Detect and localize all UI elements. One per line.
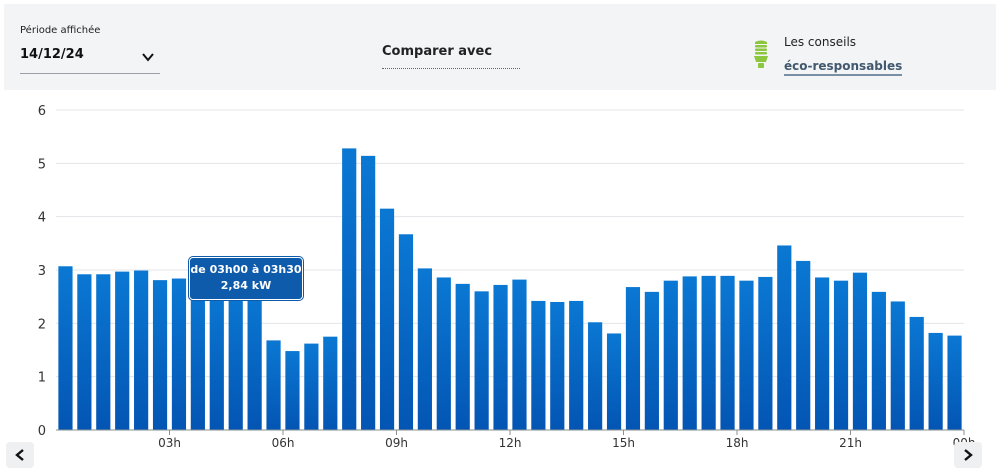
bar: [115, 271, 130, 430]
bar: [398, 234, 414, 430]
bar: [58, 266, 73, 430]
compare-label: Comparer avec: [382, 44, 493, 59]
bar: [379, 208, 395, 430]
period-select[interactable]: 14/12/24: [20, 42, 160, 74]
bar: [644, 291, 659, 430]
x-tick-label: 15h: [612, 436, 635, 448]
compare-underline: [382, 68, 520, 69]
bar: [890, 301, 905, 430]
next-button[interactable]: [954, 442, 982, 468]
bar: [247, 291, 262, 430]
period-value: 14/12/24: [20, 47, 84, 62]
bar: [720, 275, 735, 430]
bar: [777, 245, 792, 430]
bar-tooltip: de 03h00 à 03h30 2,84 kW: [189, 257, 303, 300]
bar: [266, 340, 281, 430]
bar: [852, 272, 868, 430]
bar: [550, 302, 565, 430]
bar: [701, 275, 716, 430]
period-label: Période affichée: [20, 25, 101, 36]
x-tick-label: 03h: [158, 436, 181, 448]
bar: [928, 332, 943, 430]
y-tick-label: 5: [38, 157, 46, 172]
y-tick-label: 3: [38, 264, 46, 279]
bar: [455, 283, 470, 430]
bar: [474, 291, 489, 430]
tooltip-range: de 03h00 à 03h30: [190, 263, 302, 276]
bar: [512, 279, 527, 430]
x-tick-label: 21h: [839, 436, 862, 448]
bar: [909, 316, 924, 430]
chevron-right-icon: [964, 449, 973, 461]
bar: [796, 260, 811, 430]
bar: [531, 300, 546, 430]
chevron-down-icon: [142, 53, 154, 62]
x-tick-label: 12h: [499, 436, 522, 448]
lightbulb-icon: [754, 40, 768, 68]
x-tick-label: 06h: [272, 436, 295, 448]
bar: [134, 270, 149, 430]
compare-select[interactable]: Comparer avec: [382, 40, 520, 72]
bar: [947, 335, 962, 430]
tips-text: Les conseils: [784, 35, 857, 49]
bar: [342, 148, 357, 430]
bar: [361, 155, 376, 430]
y-tick-label: 1: [38, 371, 46, 386]
y-tick-label: 2: [38, 317, 46, 332]
bar: [417, 268, 432, 430]
bar: [209, 291, 224, 430]
bar: [171, 278, 187, 430]
bar: [625, 287, 641, 430]
bar: [96, 274, 111, 430]
bar: [304, 343, 319, 430]
bar: [833, 280, 849, 430]
bar: [323, 336, 338, 430]
previous-button[interactable]: [6, 442, 34, 468]
y-tick-label: 4: [38, 211, 46, 226]
tips-link[interactable]: éco-responsables: [784, 59, 903, 76]
bar: [493, 284, 508, 430]
bar: [682, 276, 697, 430]
bar: [77, 274, 92, 430]
bar: [663, 280, 678, 430]
eco-tips: Les conseils éco-responsables: [752, 34, 912, 78]
bar: [606, 333, 622, 430]
bar: [190, 286, 205, 430]
bar: [228, 291, 243, 430]
bar: [758, 276, 773, 430]
tooltip-value: 2,84 kW: [220, 279, 272, 292]
y-tick-label: 0: [38, 424, 46, 439]
chevron-left-icon: [15, 449, 24, 461]
bar: [588, 322, 603, 430]
bar: [436, 277, 451, 430]
bar: [569, 300, 584, 430]
consumption-chart: 012345603h06h09h12h15h18h21h00h: [38, 104, 976, 448]
x-tick-label: 18h: [726, 436, 749, 448]
bar: [815, 277, 830, 430]
bar: [152, 280, 168, 430]
y-tick-label: 6: [38, 104, 46, 119]
bar: [871, 291, 886, 430]
bar: [739, 280, 754, 430]
x-tick-label: 09h: [385, 436, 408, 448]
bar: [285, 351, 300, 430]
toolbar: Période affichée 14/12/24 Comparer avec …: [4, 4, 996, 90]
